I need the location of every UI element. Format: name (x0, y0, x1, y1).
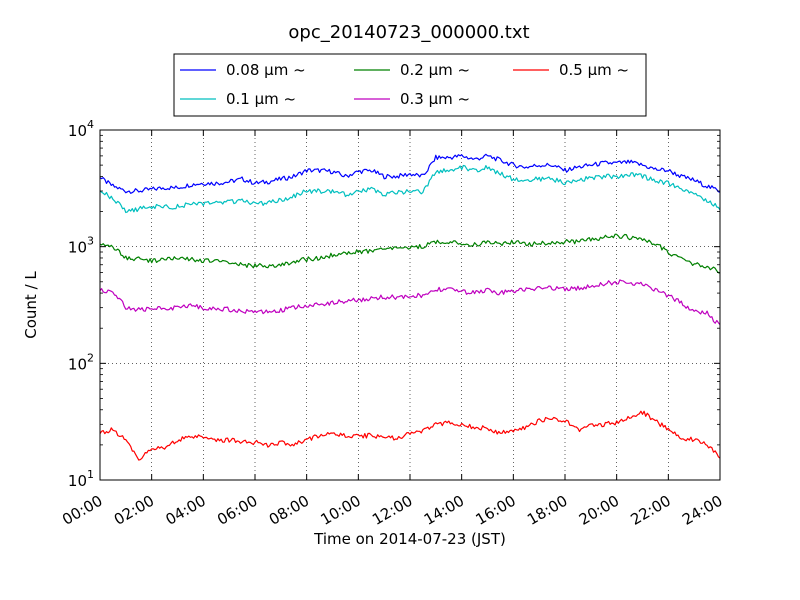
x-tick-label: 00:00 (59, 492, 105, 529)
legend-label: 0.08 μm ~ (226, 61, 306, 79)
legend-label: 0.1 μm ~ (226, 90, 296, 108)
series-line (99, 164, 721, 214)
x-axis-label: Time on 2014-07-23 (JST) (313, 530, 506, 548)
ticks (99, 129, 721, 481)
x-tick-label: 12:00 (369, 492, 415, 529)
x-tick-label: 20:00 (576, 492, 622, 529)
grid (100, 130, 720, 480)
y-tick-label: 101 (68, 468, 94, 490)
x-tick-label: 08:00 (266, 492, 312, 529)
x-tick-label: 10:00 (317, 492, 363, 529)
x-tick-label: 24:00 (679, 492, 725, 529)
series-line (99, 279, 721, 325)
y-tick-labels: 101 102 103 104 (68, 118, 94, 490)
series-line (99, 410, 721, 461)
x-tick-label: 14:00 (421, 492, 467, 529)
y-tick-label: 104 (68, 118, 94, 140)
series-line (99, 233, 721, 274)
legend-box (173, 53, 647, 117)
y-axis-label: Count / L (22, 271, 40, 339)
x-tick-label: 02:00 (111, 492, 157, 529)
legend-label: 0.2 μm ~ (400, 61, 470, 79)
y-tick-label: 102 (68, 351, 94, 373)
legend: 0.08 μm ~ 0.1 μm ~ 0.2 μm ~ 0.3 μm ~ 0.5 μm … (173, 53, 647, 117)
plot-area (99, 129, 721, 481)
x-tick-label: 06:00 (214, 492, 260, 529)
y-tick-label: 103 (68, 235, 94, 257)
series-lines (99, 153, 721, 461)
x-tick-label: 18:00 (524, 492, 570, 529)
x-tick-label: 16:00 (472, 492, 518, 529)
chart-title: opc_20140723_000000.txt (288, 22, 529, 43)
x-tick-label: 04:00 (162, 492, 208, 529)
legend-label: 0.5 μm ~ (559, 61, 629, 79)
x-tick-label: 22:00 (627, 492, 673, 529)
series-line (99, 153, 721, 194)
legend-label: 0.3 μm ~ (400, 90, 470, 108)
x-tick-labels: 00:00 02:00 04:00 06:00 08:00 10:00 12:00 14:00… (59, 492, 725, 529)
